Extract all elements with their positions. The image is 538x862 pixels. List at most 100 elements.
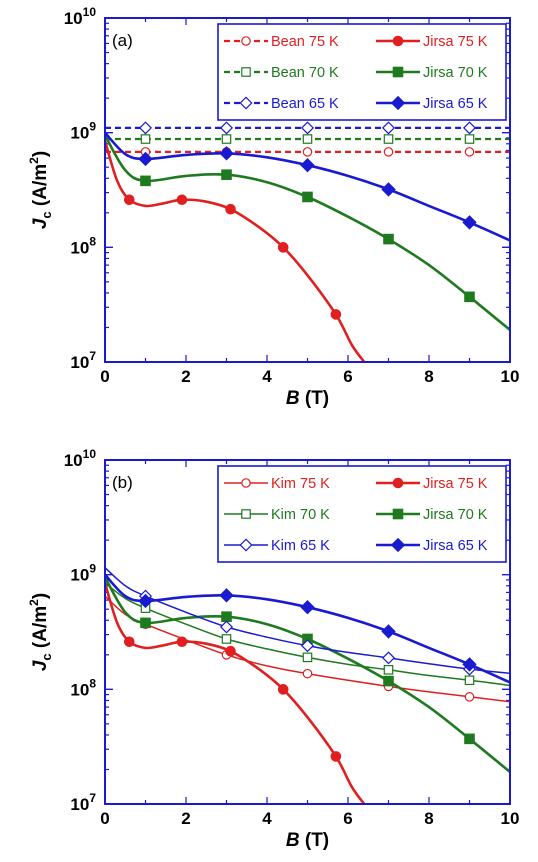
data-point bbox=[462, 121, 477, 135]
legend-label: Jirsa 65 K bbox=[423, 538, 488, 554]
y-tick-label: 107 bbox=[70, 791, 96, 814]
y-axis-unit: (A/m bbox=[30, 606, 51, 654]
x-axis-label: B (T) bbox=[286, 388, 329, 409]
x-tick-label: 10 bbox=[501, 809, 520, 828]
y-axis-label: Jc (A/m2) bbox=[27, 593, 54, 671]
series-line bbox=[105, 582, 366, 804]
legend-swatch-marker bbox=[239, 96, 253, 110]
data-point bbox=[225, 645, 236, 657]
legend-swatch-marker bbox=[392, 35, 404, 47]
legend-label: Kim 75 K bbox=[271, 476, 330, 492]
data-point bbox=[140, 134, 151, 144]
data-point bbox=[221, 169, 232, 180]
legend-item: Kim 75 K bbox=[224, 476, 330, 492]
data-point bbox=[302, 668, 313, 679]
y-tick-label: 109 bbox=[70, 562, 96, 585]
data-point bbox=[302, 147, 313, 157]
y-tick-base: 10 bbox=[70, 124, 89, 143]
data-point bbox=[464, 692, 475, 702]
data-point bbox=[302, 134, 313, 144]
data-point bbox=[124, 636, 135, 648]
panel-label: (a) bbox=[112, 31, 133, 50]
x-tick-label: 4 bbox=[262, 367, 272, 386]
legend: Kim 75 K Jirsa 75 K Kim 70 K Jirsa 70 K Kim … bbox=[217, 465, 507, 563]
x-tick-label: 2 bbox=[181, 367, 190, 386]
data-point bbox=[277, 242, 289, 253]
data-point bbox=[464, 147, 475, 157]
y-axis-symbol: J bbox=[30, 218, 51, 229]
legend-swatch-marker bbox=[392, 477, 404, 489]
y-axis-subscript: c bbox=[39, 653, 54, 660]
legend-item: Bean 75 K bbox=[224, 34, 339, 50]
data-point bbox=[219, 620, 234, 634]
data-point bbox=[176, 636, 188, 648]
data-point bbox=[219, 121, 234, 135]
data-point bbox=[221, 634, 232, 644]
y-tick-label: 107 bbox=[70, 349, 96, 372]
x-axis-unit: (T) bbox=[300, 388, 330, 409]
y-tick-exponent: 8 bbox=[89, 676, 96, 690]
data-point bbox=[124, 194, 135, 206]
data-point bbox=[383, 233, 394, 245]
data-point bbox=[383, 134, 394, 144]
x-tick-label: 6 bbox=[343, 367, 352, 386]
data-point bbox=[219, 146, 234, 161]
legend-label: Bean 65 K bbox=[271, 96, 339, 112]
y-axis-unit-close: ) bbox=[30, 593, 51, 599]
y-tick-exponent: 9 bbox=[89, 120, 96, 134]
data-point bbox=[383, 665, 394, 675]
legend-swatch-marker bbox=[241, 478, 251, 488]
data-point bbox=[381, 624, 396, 639]
data-point bbox=[381, 651, 396, 665]
series-bean-65-k bbox=[105, 121, 510, 135]
legend-label: Bean 75 K bbox=[271, 34, 339, 50]
x-tick-label: 0 bbox=[100, 809, 109, 828]
data-point bbox=[464, 733, 475, 745]
y-tick-exponent: 8 bbox=[89, 234, 96, 248]
y-tick-base: 10 bbox=[64, 451, 83, 470]
panel-label: (b) bbox=[112, 473, 133, 492]
y-tick-base: 10 bbox=[64, 9, 83, 28]
x-axis-symbol: B bbox=[286, 388, 300, 409]
data-point bbox=[383, 675, 394, 687]
data-point bbox=[138, 593, 153, 609]
y-tick-exponent: 7 bbox=[89, 791, 96, 805]
y-axis-subscript: c bbox=[39, 211, 54, 218]
y-tick-label: 109 bbox=[70, 120, 96, 143]
data-point bbox=[464, 291, 475, 303]
y-tick-base: 10 bbox=[70, 238, 89, 257]
legend-label: Jirsa 65 K bbox=[423, 96, 488, 112]
data-point bbox=[221, 134, 232, 144]
data-point bbox=[140, 617, 151, 629]
legend-label: Jirsa 70 K bbox=[423, 507, 488, 523]
y-axis-symbol: J bbox=[30, 660, 51, 671]
y-tick-exponent: 7 bbox=[89, 349, 96, 363]
legend-item: Kim 65 K bbox=[224, 538, 330, 554]
data-point bbox=[176, 194, 188, 206]
series-jirsa-75-k bbox=[105, 582, 366, 804]
legend-swatch-marker bbox=[392, 66, 404, 78]
y-tick-label: 1010 bbox=[64, 447, 97, 470]
legend-item: Bean 70 K bbox=[224, 65, 339, 81]
data-point bbox=[300, 121, 315, 135]
legend-swatch-marker bbox=[241, 36, 251, 46]
y-tick-base: 10 bbox=[70, 566, 89, 585]
legend-label: Jirsa 70 K bbox=[423, 65, 488, 81]
data-point bbox=[302, 191, 313, 203]
legend-item: Bean 65 K bbox=[224, 96, 339, 112]
data-point bbox=[302, 652, 313, 663]
x-tick-label: 10 bbox=[501, 367, 520, 386]
legend-label: Kim 70 K bbox=[271, 507, 330, 523]
legend-swatch-marker bbox=[239, 538, 253, 552]
x-tick-label: 4 bbox=[262, 809, 272, 828]
series-bean-70-k bbox=[105, 134, 510, 144]
series-kim-70-k bbox=[105, 582, 510, 687]
y-axis-unit: (A/m bbox=[30, 164, 51, 212]
y-tick-label: 108 bbox=[70, 676, 96, 699]
legend-item: Jirsa 65 K bbox=[376, 537, 488, 554]
series-jirsa-75-k bbox=[105, 140, 366, 362]
y-tick-exponent: 10 bbox=[83, 447, 97, 461]
